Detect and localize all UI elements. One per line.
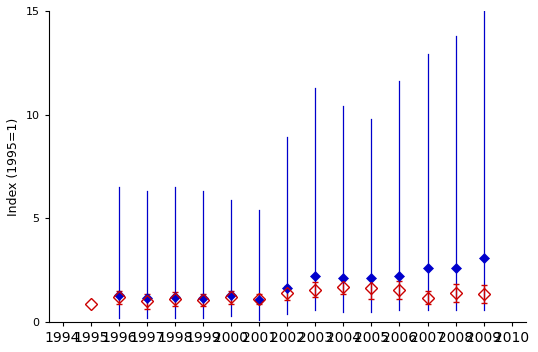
Y-axis label: Index (1995=1): Index (1995=1) [7, 117, 20, 216]
